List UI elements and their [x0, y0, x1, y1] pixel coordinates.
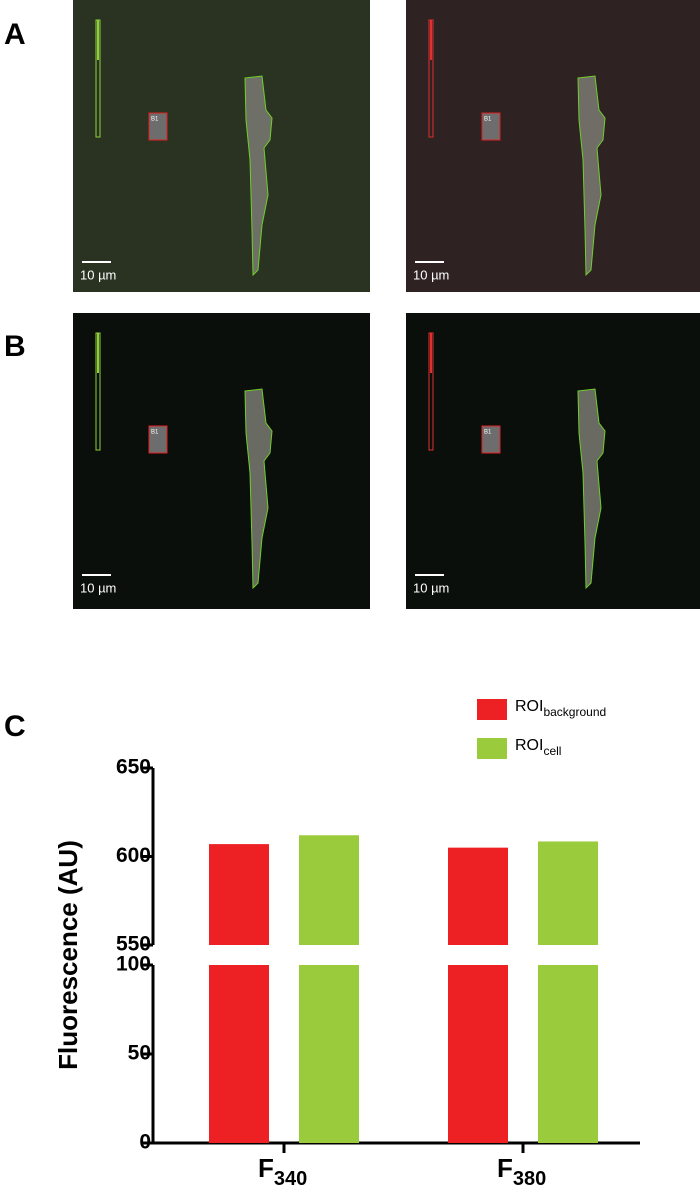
micrograph: B1 10 µm — [73, 0, 370, 292]
legend-label: ROIbackground — [515, 698, 606, 719]
micrograph: B1 10 µm — [73, 313, 370, 609]
x-tick-label: F340 — [258, 1153, 307, 1190]
colorbar-fill — [430, 20, 432, 60]
bar — [448, 847, 508, 945]
background-roi — [148, 112, 168, 141]
bar — [209, 965, 269, 1143]
y-tick-label: 50 — [128, 1042, 151, 1065]
legend-swatch — [477, 699, 507, 720]
image-background — [406, 313, 700, 609]
roi-label: B1 — [151, 430, 159, 436]
y-axis-label: Fluorescence (AU) — [53, 840, 83, 1070]
legend-label-main: ROI — [515, 698, 543, 715]
bar — [538, 965, 598, 1143]
y-tick-label: 0 — [139, 1131, 151, 1154]
legend-swatch — [477, 738, 507, 759]
bar — [538, 841, 598, 945]
y-tick-label: 650 — [116, 756, 151, 779]
cell-roi — [577, 388, 606, 590]
background-roi — [481, 425, 501, 454]
colorbar-fill — [430, 333, 432, 373]
background-roi — [481, 112, 501, 141]
micrograph: B1 10 µm — [406, 313, 700, 609]
bar — [448, 965, 508, 1143]
colorbar-fill — [97, 20, 99, 60]
background-roi — [148, 425, 168, 454]
scale-bar-label: 10 µm — [80, 267, 116, 282]
panel-label: C — [4, 710, 26, 743]
image-background — [73, 0, 370, 292]
x-tick-label-sub: 340 — [274, 1168, 307, 1190]
panel-label: B — [4, 330, 26, 363]
x-tick-label-main: F — [497, 1153, 513, 1183]
scale-bar-label: 10 µm — [413, 267, 449, 282]
legend-label-main: ROI — [515, 737, 543, 754]
panel-label: A — [4, 18, 26, 51]
bar — [299, 835, 359, 945]
micrograph: B1 10 µm — [406, 0, 700, 292]
y-tick-label: 550 — [116, 933, 151, 956]
legend-label-sub: cell — [543, 744, 561, 758]
legend-label-sub: background — [543, 705, 606, 719]
roi-label: B1 — [484, 117, 492, 123]
y-tick-label: 100 — [116, 953, 151, 976]
colorbar-fill — [97, 333, 99, 373]
cell-roi — [577, 75, 606, 277]
roi-label: B1 — [484, 430, 492, 436]
x-tick-label-main: F — [258, 1153, 274, 1183]
x-tick-label-sub: 380 — [513, 1168, 546, 1190]
image-background — [406, 0, 700, 292]
scale-bar-label: 10 µm — [80, 580, 116, 595]
cell-roi — [244, 75, 273, 277]
roi-label: B1 — [151, 117, 159, 123]
scale-bar-label: 10 µm — [413, 580, 449, 595]
image-background — [73, 313, 370, 609]
x-tick-label: F380 — [497, 1153, 546, 1190]
bar — [209, 844, 269, 945]
cell-roi — [244, 388, 273, 590]
legend-label: ROIcell — [515, 737, 561, 758]
y-tick-label: 600 — [116, 844, 151, 867]
bar — [299, 965, 359, 1143]
